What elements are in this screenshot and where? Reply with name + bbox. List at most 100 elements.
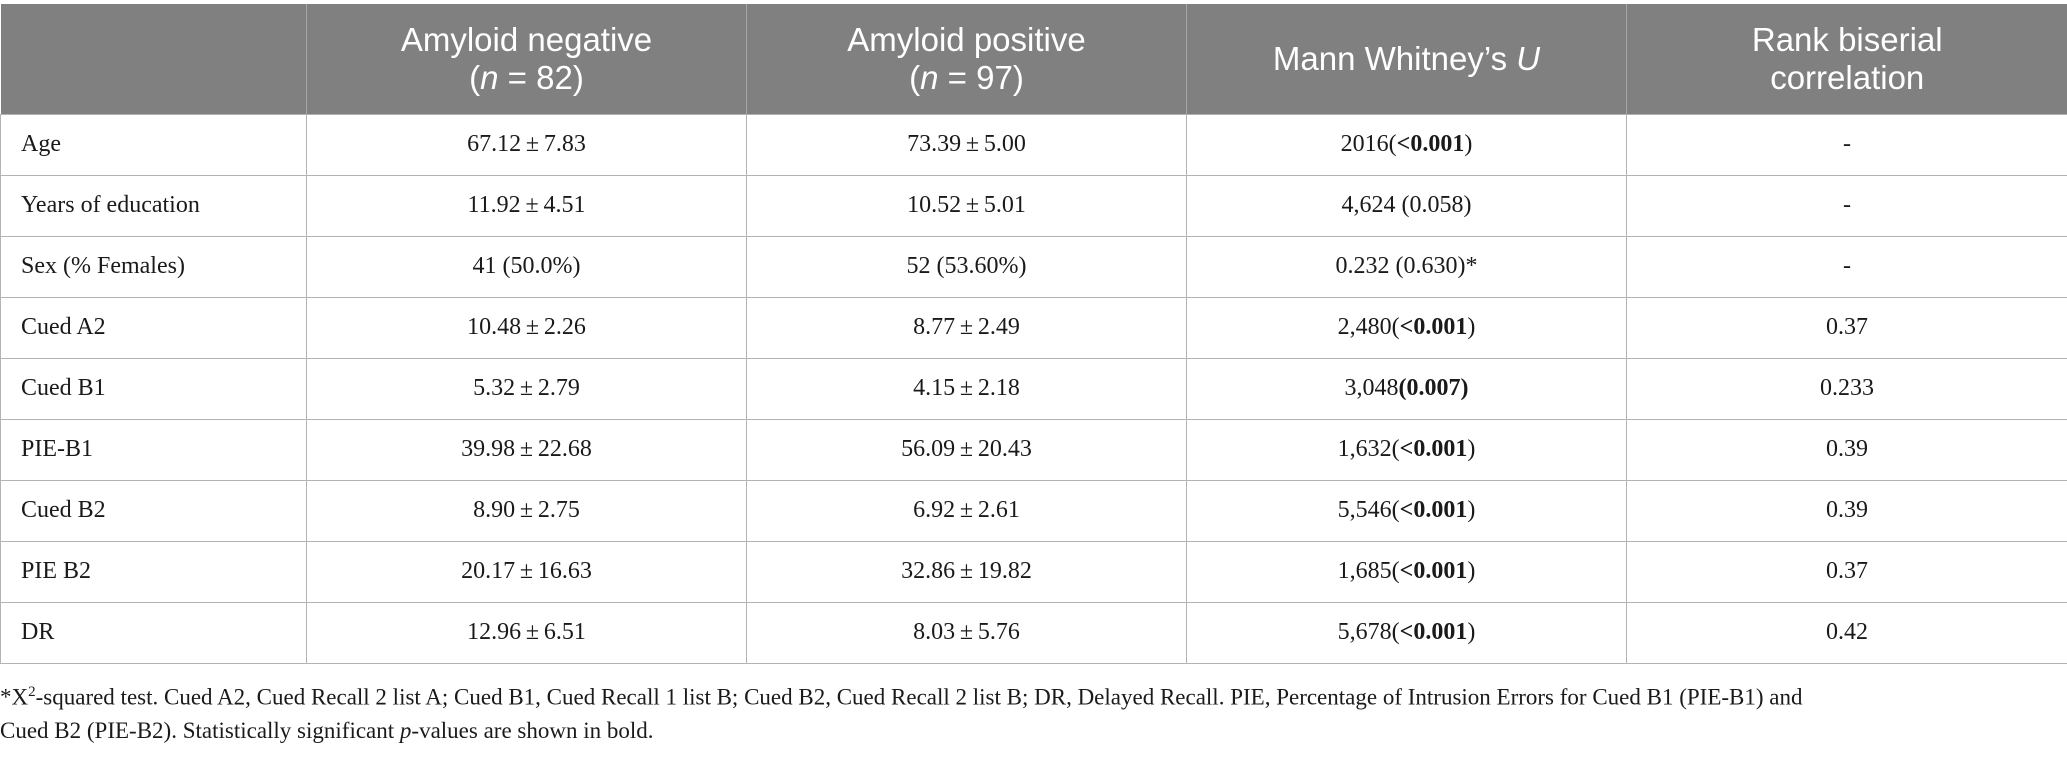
table-row: Cued B1 5.32 ± 2.79 4.15 ± 2.18 3,048(0.007… [0, 357, 2067, 420]
cell-amyloid-negative: 10.48 ± 2.26 [306, 296, 747, 359]
cell-mann-whitney: 1,632(<0.001) [1186, 418, 1627, 481]
table-row: Years of education 11.92 ± 4.51 10.52 ± 5.… [0, 174, 2067, 237]
header-amyloid-positive-n: n [920, 58, 939, 96]
header-amyloid-negative: Amyloid negative (n = 82) [306, 4, 747, 114]
cell-rank-biserial: - [1626, 174, 2067, 237]
cell-rank-biserial: 0.39 [1626, 418, 2067, 481]
cell-mann-whitney: 3,048(0.007) [1186, 357, 1627, 420]
cell-mann-whitney: 2,480(<0.001) [1186, 296, 1627, 359]
cell-amyloid-positive: 73.39 ± 5.00 [746, 113, 1187, 176]
table-row: Cued B2 8.90 ± 2.75 6.92 ± 2.61 5,546(<0.00… [0, 479, 2067, 542]
cell-amyloid-positive: 56.09 ± 20.43 [746, 418, 1187, 481]
mann-whitney-pvalue-bold: <0.001 [1399, 314, 1468, 340]
mann-whitney-close: ) [1467, 314, 1476, 340]
mann-whitney-value: 0.232 (0.630)* [1335, 253, 1478, 279]
table-row: PIE B2 20.17 ± 16.63 32.86 ± 19.82 1,685(<0… [0, 540, 2067, 603]
row-label: PIE B2 [0, 540, 307, 603]
cell-rank-biserial: 0.39 [1626, 479, 2067, 542]
mann-whitney-value: 4,624 (0.058) [1341, 192, 1472, 218]
table-row: Cued A2 10.48 ± 2.26 8.77 ± 2.49 2,480(<0.0… [0, 296, 2067, 359]
table-body: Age 67.12 ± 7.83 73.39 ± 5.00 2016(<0.001) -… [0, 113, 2067, 664]
table-container: Amyloid negative (n = 82) Amyloid positi… [0, 4, 2067, 664]
cell-amyloid-positive: 52 (53.60%) [746, 235, 1187, 298]
row-label: Cued B1 [0, 357, 307, 420]
header-amyloid-negative-line1: Amyloid negative [400, 20, 653, 58]
header-amyloid-positive-line2-open: ( [909, 58, 921, 96]
cell-mann-whitney: 5,678(<0.001) [1186, 601, 1627, 664]
cell-amyloid-positive: 10.52 ± 5.01 [746, 174, 1187, 237]
header-amyloid-positive: Amyloid positive (n = 97) [746, 4, 1187, 114]
footnote-part1: *X [0, 684, 29, 710]
cell-rank-biserial: 0.37 [1626, 540, 2067, 603]
mann-whitney-close: ) [1467, 436, 1476, 462]
cell-amyloid-negative: 41 (50.0%) [306, 235, 747, 298]
table-row: DR 12.96 ± 6.51 8.03 ± 5.76 5,678(<0.001) 0.… [0, 601, 2067, 664]
cell-mann-whitney: 1,685(<0.001) [1186, 540, 1627, 603]
header-rank-biserial-line1: Rank biserial [1751, 20, 1943, 58]
header-amyloid-negative-line2-close: = 82) [498, 58, 584, 96]
footnote-part2: -squared test. Cued A2, Cued Recall 2 li… [0, 684, 1803, 743]
mann-whitney-close: ) [1467, 619, 1476, 645]
header-amyloid-negative-n: n [480, 58, 499, 96]
cell-mann-whitney: 5,546(<0.001) [1186, 479, 1627, 542]
row-label: Cued B2 [0, 479, 307, 542]
cell-rank-biserial: 0.37 [1626, 296, 2067, 359]
cell-amyloid-negative: 20.17 ± 16.63 [306, 540, 747, 603]
cell-mann-whitney: 2016(<0.001) [1186, 113, 1627, 176]
footnote-superscript: 2 [28, 684, 36, 700]
mann-whitney-value: 5,546( [1337, 497, 1400, 523]
header-row: Amyloid negative (n = 82) Amyloid positi… [0, 4, 2067, 114]
mann-whitney-value: 3,048 [1344, 375, 1399, 401]
header-mann-whitney-text: Mann Whitney’s [1272, 39, 1517, 77]
header-rank-biserial: Rank biserial correlation [1626, 4, 2067, 114]
cell-amyloid-positive: 32.86 ± 19.82 [746, 540, 1187, 603]
header-amyloid-positive-line2-close: = 97) [938, 58, 1024, 96]
row-label: Years of education [0, 174, 307, 237]
cell-mann-whitney: 0.232 (0.630)* [1186, 235, 1627, 298]
cell-rank-biserial: 0.233 [1626, 357, 2067, 420]
cell-amyloid-positive: 8.03 ± 5.76 [746, 601, 1187, 664]
mann-whitney-pvalue-bold: <0.001 [1399, 497, 1468, 523]
mann-whitney-pvalue-bold: <0.001 [1399, 558, 1468, 584]
mann-whitney-value: 1,632( [1337, 436, 1400, 462]
mann-whitney-pvalue-bold: <0.001 [1399, 619, 1468, 645]
cell-amyloid-negative: 67.12 ± 7.83 [306, 113, 747, 176]
table-footnote: *X2-squared test. Cued A2, Cued Recall 2… [0, 676, 2067, 747]
mann-whitney-pvalue-bold: (0.007) [1398, 375, 1469, 401]
results-table: Amyloid negative (n = 82) Amyloid positi… [0, 4, 2067, 664]
table-row: PIE-B1 39.98 ± 22.68 56.09 ± 20.43 1,632(<0… [0, 418, 2067, 481]
footnote-p-italic: p [399, 717, 412, 743]
cell-amyloid-negative: 5.32 ± 2.79 [306, 357, 747, 420]
mann-whitney-close: ) [1467, 497, 1476, 523]
footnote-part3: -values are shown in bold. [411, 717, 654, 743]
mann-whitney-close: ) [1464, 131, 1473, 157]
mann-whitney-value: 2,480( [1337, 314, 1400, 340]
row-label: DR [0, 601, 307, 664]
cell-amyloid-negative: 39.98 ± 22.68 [306, 418, 747, 481]
cell-amyloid-negative: 11.92 ± 4.51 [306, 174, 747, 237]
cell-rank-biserial: 0.42 [1626, 601, 2067, 664]
mann-whitney-close: ) [1467, 558, 1476, 584]
table-row: Age 67.12 ± 7.83 73.39 ± 5.00 2016(<0.001) - [0, 113, 2067, 176]
cell-amyloid-negative: 8.90 ± 2.75 [306, 479, 747, 542]
cell-amyloid-positive: 4.15 ± 2.18 [746, 357, 1187, 420]
table-row: Sex (% Females) 41 (50.0%) 52 (53.60%) 0.23… [0, 235, 2067, 298]
row-label: Cued A2 [0, 296, 307, 359]
mann-whitney-value: 5,678( [1337, 619, 1400, 645]
header-mann-whitney-u: U [1516, 39, 1541, 77]
table-header: Amyloid negative (n = 82) Amyloid positi… [0, 4, 2067, 114]
cell-amyloid-negative: 12.96 ± 6.51 [306, 601, 747, 664]
row-label: Sex (% Females) [0, 235, 307, 298]
row-label: PIE-B1 [0, 418, 307, 481]
mann-whitney-pvalue-bold: <0.001 [1396, 131, 1465, 157]
mann-whitney-pvalue-bold: <0.001 [1399, 436, 1468, 462]
cell-mann-whitney: 4,624 (0.058) [1186, 174, 1627, 237]
cell-amyloid-positive: 8.77 ± 2.49 [746, 296, 1187, 359]
cell-rank-biserial: - [1626, 113, 2067, 176]
header-mann-whitney: Mann Whitney’s U [1186, 4, 1627, 114]
cell-amyloid-positive: 6.92 ± 2.61 [746, 479, 1187, 542]
header-amyloid-negative-line2-open: ( [469, 58, 481, 96]
mann-whitney-value: 1,685( [1337, 558, 1400, 584]
mann-whitney-value: 2016( [1340, 131, 1397, 157]
row-label: Age [0, 113, 307, 176]
